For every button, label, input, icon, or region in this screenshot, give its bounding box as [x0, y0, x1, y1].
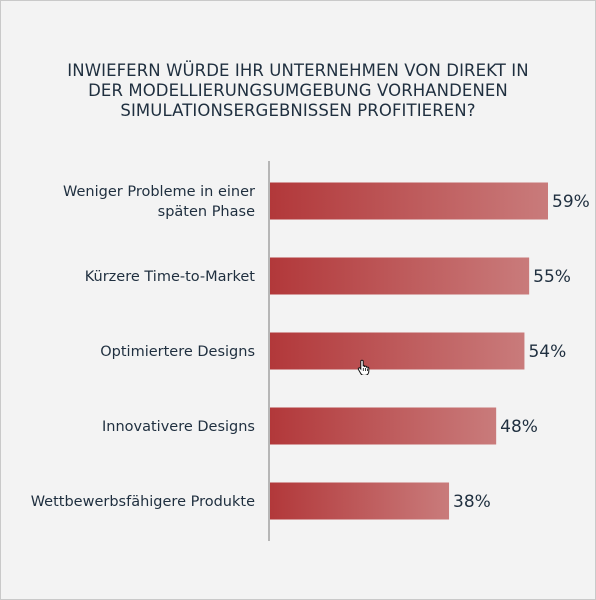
chart-title-line: INWIEFERN WÜRDE IHR UNTERNEHMEN VON DIRE… [67, 61, 529, 80]
hand-pointer-icon [357, 359, 370, 375]
chart-title-line: DER MODELLIERUNGSUMGEBUNG VORHANDENEN [88, 81, 508, 100]
data-label: 59% [552, 192, 590, 212]
category-label: Innovativere Designs [102, 419, 255, 435]
category-label: Kürzere Time-to-Market [85, 269, 256, 285]
bar [270, 257, 530, 295]
category-label: Weniger Probleme in einer [63, 184, 255, 200]
category-label: Optimiertere Designs [100, 344, 255, 360]
data-label: 54% [528, 342, 566, 362]
bar [270, 482, 450, 520]
chart-title-line: SIMULATIONSERGEBNISSEN PROFITIEREN? [120, 101, 476, 120]
data-label: 55% [533, 267, 571, 287]
bar [270, 407, 497, 445]
data-label: 48% [500, 417, 538, 437]
category-label: späten Phase [158, 204, 255, 220]
data-label: 38% [453, 492, 491, 512]
chart-title: INWIEFERN WÜRDE IHR UNTERNEHMEN VON DIRE… [21, 61, 575, 121]
category-label: Wettbewerbsfähigere Produkte [31, 494, 255, 510]
bar [270, 182, 548, 220]
bar [270, 332, 525, 370]
